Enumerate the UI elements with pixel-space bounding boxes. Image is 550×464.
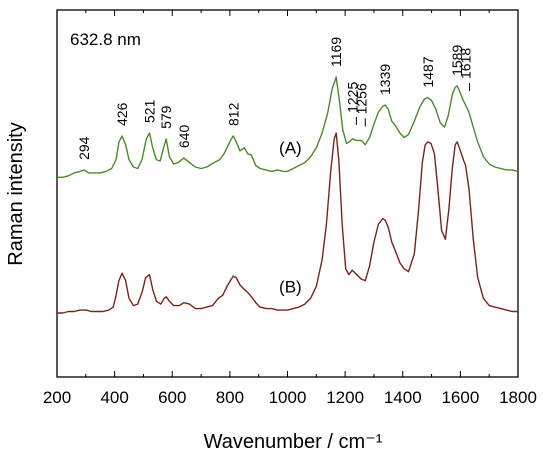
x-tick-label: 600 — [158, 388, 186, 407]
peak-label: 426 — [114, 102, 130, 126]
peak-label: 1169 — [328, 37, 344, 67]
x-tick-label: 1800 — [499, 388, 537, 407]
peak-label: 521 — [142, 99, 158, 123]
peak-label: 812 — [225, 102, 241, 126]
peak-label: 579 — [158, 105, 174, 129]
peak-label: 1618 — [458, 48, 474, 79]
x-tick-label: 1200 — [326, 388, 364, 407]
peak-label: 1487 — [420, 56, 436, 87]
x-tick-label: 1600 — [441, 388, 479, 407]
plot-area: 200 400 600 800 1000 1200 1400 1600 1800 (A) (B) 29… — [43, 9, 537, 407]
series-line-b — [57, 132, 518, 314]
x-tick-label: 1000 — [269, 388, 307, 407]
series-line-a — [57, 76, 519, 178]
peak-label: 1225 — [344, 82, 360, 113]
x-axis-label: Wavenumber / cm⁻¹ — [204, 431, 383, 453]
peak-label: 1339 — [377, 64, 393, 95]
peak-label: 640 — [176, 125, 192, 149]
series-label: (A) — [279, 139, 302, 158]
series-label: (B) — [279, 277, 302, 296]
x-tick-label: 800 — [216, 388, 244, 407]
x-tick-label: 200 — [43, 388, 71, 407]
excitation-wavelength-label: 632.8 nm — [70, 30, 141, 49]
x-tick-label: 1400 — [384, 388, 422, 407]
y-axis-label: Raman intensity — [5, 122, 27, 265]
x-tick-label: 400 — [100, 388, 128, 407]
peak-label: 294 — [76, 136, 92, 160]
peak-label: 1256 — [353, 83, 369, 114]
peak-label: 1589 — [449, 45, 465, 76]
